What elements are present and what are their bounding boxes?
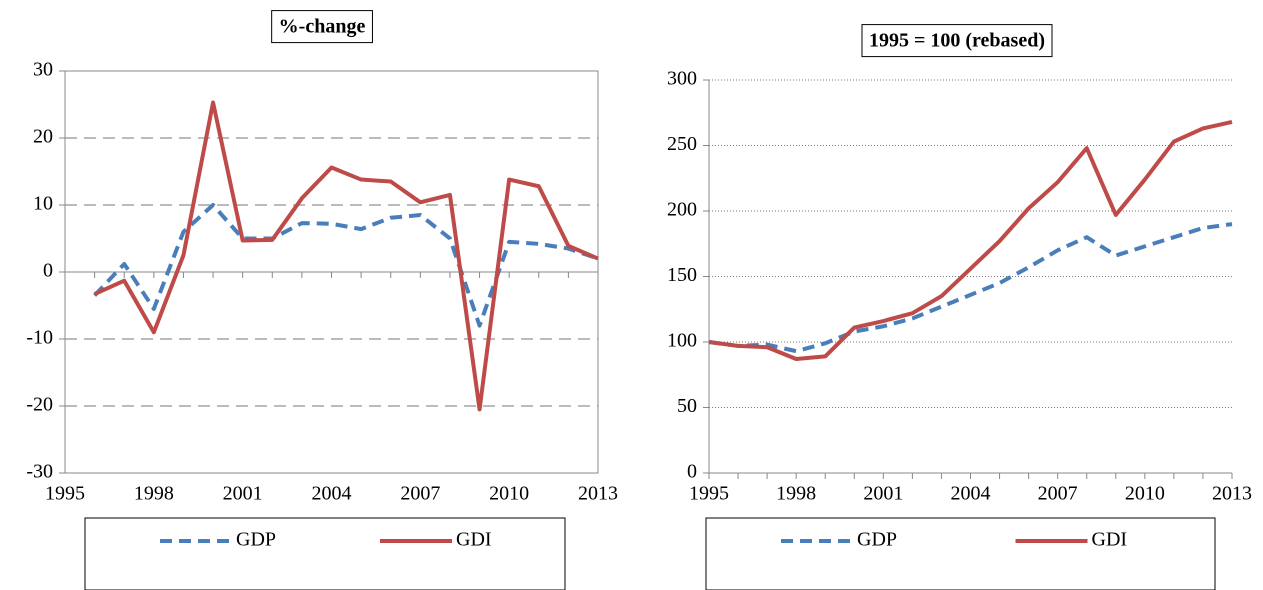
- series-line: [708, 222, 1233, 354]
- x-tick-label: 2001: [863, 483, 903, 505]
- x-tick-label: 2004: [951, 483, 991, 505]
- series-line: [93, 100, 599, 412]
- legend-label: GDI: [1092, 529, 1128, 551]
- x-tick-label: 2013: [578, 483, 618, 505]
- y-tick-label: 150: [667, 264, 697, 286]
- y-tick-label: -10: [26, 327, 53, 349]
- legend-label: GDP: [857, 529, 897, 551]
- y-tick-label: 250: [667, 133, 697, 155]
- y-tick-label: 200: [667, 199, 697, 221]
- x-tick-label: 2013: [1212, 483, 1252, 505]
- x-tick-label: 1995: [689, 483, 729, 505]
- legend-label: GDI: [456, 529, 492, 551]
- y-tick-label: 30: [33, 59, 53, 81]
- title-box: [861, 24, 1053, 58]
- y-tick-label: -20: [26, 394, 53, 416]
- y-tick-label: 20: [33, 126, 53, 148]
- x-tick-label: 2010: [1125, 483, 1165, 505]
- series-line: [708, 119, 1233, 362]
- series-line: [93, 203, 599, 328]
- y-tick-label: 50: [677, 395, 697, 417]
- y-tick-label: -30: [26, 461, 53, 483]
- y-tick-label: 10: [33, 193, 53, 215]
- legend-box: [84, 517, 566, 590]
- x-tick-label: 1998: [134, 483, 174, 505]
- x-tick-label: 2007: [1038, 483, 1078, 505]
- y-tick-label: 0: [43, 260, 53, 282]
- x-tick-label: 2007: [400, 483, 440, 505]
- x-tick-label: 2010: [489, 483, 529, 505]
- x-tick-label: 1998: [776, 483, 816, 505]
- x-tick-label: 1995: [45, 483, 85, 505]
- y-tick-label: 100: [667, 330, 697, 352]
- legend-label: GDP: [236, 529, 276, 551]
- chart-title: %-change: [279, 16, 366, 38]
- chart-title: 1995 = 100 (rebased): [869, 30, 1045, 52]
- x-tick-label: 2001: [223, 483, 263, 505]
- title-box: [271, 10, 373, 44]
- legend-box: [705, 517, 1216, 590]
- y-tick-label: 0: [687, 461, 697, 483]
- x-tick-label: 2004: [312, 483, 352, 505]
- y-tick-label: 300: [667, 68, 697, 90]
